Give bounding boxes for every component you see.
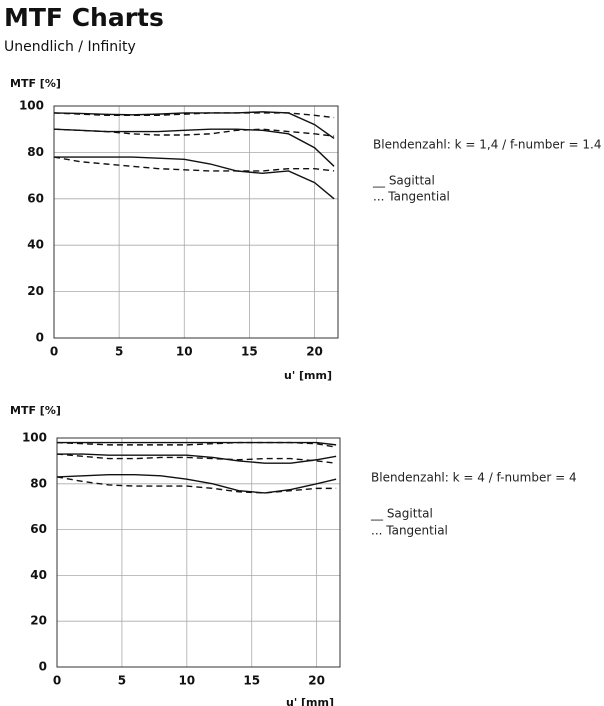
mtf-curve bbox=[56, 476, 337, 494]
legend-entry: __ Sagittal bbox=[372, 174, 435, 188]
legend-entry: ... Tangential bbox=[371, 524, 448, 538]
y-tick-label: 80 bbox=[27, 145, 44, 159]
y-tick-label: 20 bbox=[30, 614, 47, 628]
x-tick-label: 20 bbox=[306, 345, 323, 359]
mtf-curve bbox=[53, 128, 335, 167]
x-tick-label: 10 bbox=[178, 674, 195, 688]
aperture-note: Blendenzahl: k = 4 / f-number = 4 bbox=[371, 471, 577, 485]
mtf-curve bbox=[53, 112, 335, 119]
mtf-curve bbox=[56, 473, 337, 494]
aperture-note: Blendenzahl: k = 1,4 / f-number = 1.4 bbox=[373, 138, 602, 152]
page-subtitle: Unendlich / Infinity bbox=[4, 39, 136, 55]
y-tick-label: 100 bbox=[22, 431, 47, 445]
page-title: MTF Charts bbox=[4, 3, 164, 32]
x-tick-label: 0 bbox=[53, 674, 61, 688]
y-tick-label: 80 bbox=[30, 476, 47, 490]
y-tick-label: 100 bbox=[19, 99, 44, 113]
x-axis-label: u' [mm] bbox=[286, 696, 334, 706]
y-tick-label: 40 bbox=[30, 568, 47, 582]
x-tick-label: 15 bbox=[241, 345, 258, 359]
mtf-curve bbox=[56, 453, 337, 464]
legend-entry: __ Sagittal bbox=[370, 507, 433, 521]
y-tick-label: 60 bbox=[27, 191, 44, 205]
y-tick-label: 40 bbox=[27, 238, 44, 252]
x-tick-label: 5 bbox=[118, 674, 126, 688]
mtf-curve bbox=[57, 453, 337, 464]
plot-frame bbox=[53, 105, 339, 339]
x-tick-label: 15 bbox=[243, 674, 260, 688]
x-tick-label: 5 bbox=[115, 345, 123, 359]
mtf-curve bbox=[54, 156, 335, 200]
y-axis-label: MTF [%] bbox=[10, 404, 61, 417]
x-tick-label: 0 bbox=[50, 345, 58, 359]
x-tick-label: 10 bbox=[176, 345, 193, 359]
y-tick-label: 0 bbox=[39, 660, 47, 674]
x-tick-label: 20 bbox=[308, 674, 325, 688]
mtf-curve bbox=[57, 441, 337, 446]
y-tick-label: 20 bbox=[27, 284, 44, 298]
y-tick-label: 0 bbox=[36, 331, 44, 345]
plot-frame bbox=[56, 437, 341, 668]
mtf-curve bbox=[56, 441, 337, 448]
legend-entry: ... Tangential bbox=[373, 190, 450, 204]
mtf-curve bbox=[53, 156, 335, 172]
y-tick-label: 60 bbox=[30, 522, 47, 536]
x-axis-label: u' [mm] bbox=[284, 369, 332, 382]
y-axis-label: MTF [%] bbox=[10, 77, 61, 90]
mtf-curve bbox=[53, 128, 335, 137]
